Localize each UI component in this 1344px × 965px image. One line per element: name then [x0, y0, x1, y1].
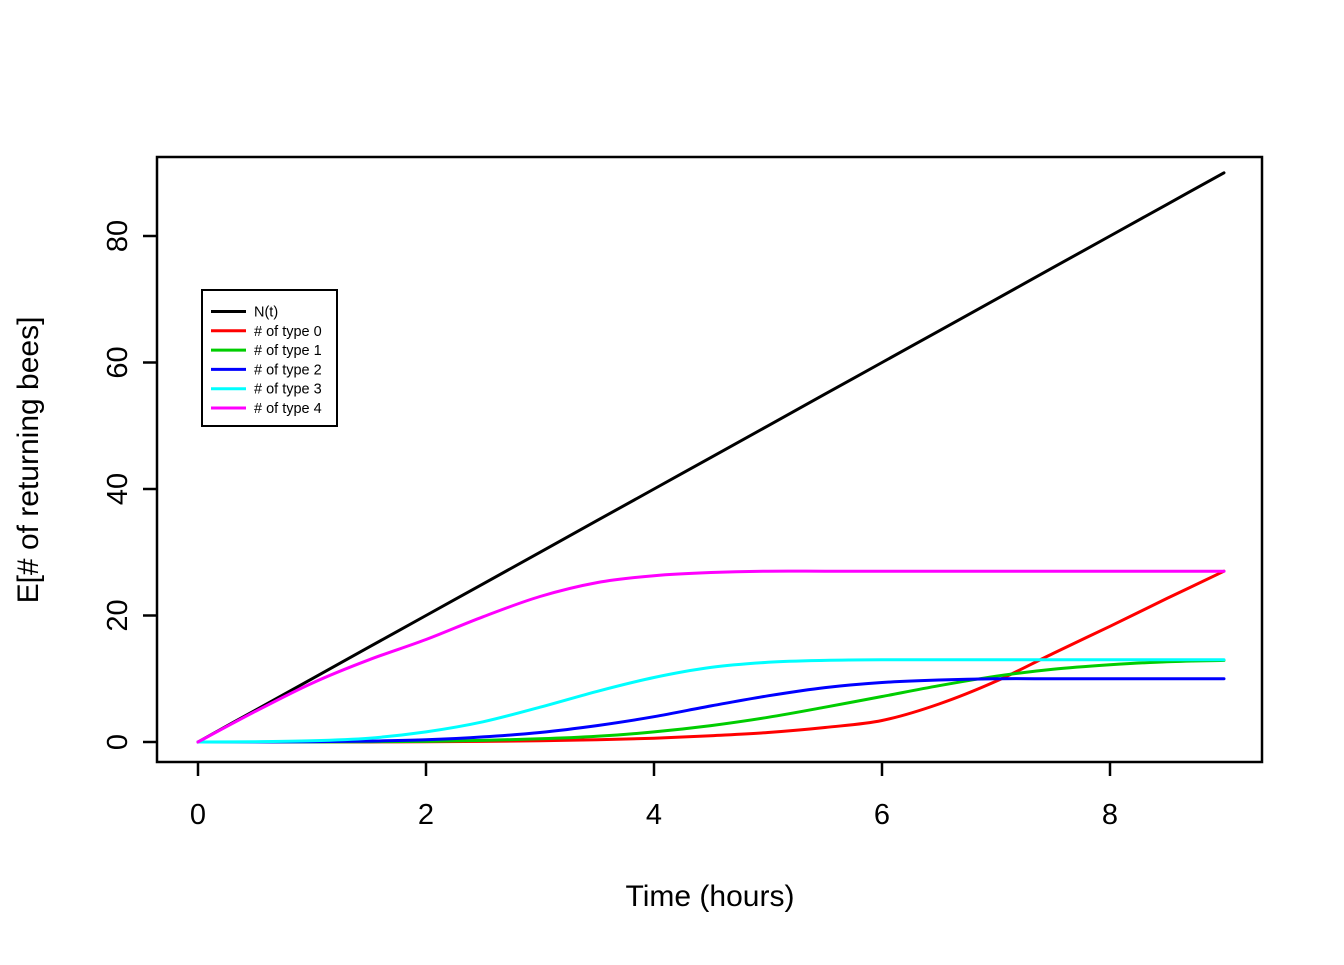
- legend-label-n-t: N(t): [254, 305, 278, 321]
- legend-label-of-type-4: # of type 4: [254, 401, 322, 417]
- x-tick-label: 2: [418, 799, 434, 831]
- y-tick-label: 20: [102, 599, 134, 631]
- y-tick-label: 0: [102, 734, 134, 750]
- series-line-of-type-3: [196, 658, 1226, 744]
- plot-border: [155, 155, 1264, 764]
- series-group: [196, 171, 1226, 744]
- series-line-n-t: [196, 171, 1226, 744]
- x-axis: 0 2 4 6 8: [190, 762, 1118, 831]
- legend: N(t) # of type 0 # of type 1 # of type 2 # o…: [201, 289, 338, 427]
- y-tick-label: 80: [102, 220, 134, 252]
- series-line-of-type-2: [196, 677, 1226, 744]
- y-tick-label: 60: [102, 346, 134, 378]
- legend-label-of-type-0: # of type 0: [254, 324, 322, 340]
- x-tick-label: 4: [646, 799, 662, 831]
- y-axis: 0 20 40 60 80: [102, 220, 157, 750]
- y-tick-label: 40: [102, 473, 134, 505]
- x-axis-title: Time (hours): [626, 880, 795, 913]
- legend-label-of-type-1: # of type 1: [254, 343, 322, 359]
- legend-label-of-type-2: # of type 2: [254, 362, 322, 378]
- series-line-of-type-4: [196, 569, 1226, 744]
- x-tick-label: 0: [190, 799, 206, 831]
- x-tick-label: 6: [874, 799, 890, 831]
- series-line-of-type-1: [196, 658, 1226, 744]
- x-tick-label: 8: [1102, 799, 1118, 831]
- y-axis-title: E[# of returning bees]: [12, 317, 45, 604]
- legend-label-of-type-3: # of type 3: [254, 382, 322, 398]
